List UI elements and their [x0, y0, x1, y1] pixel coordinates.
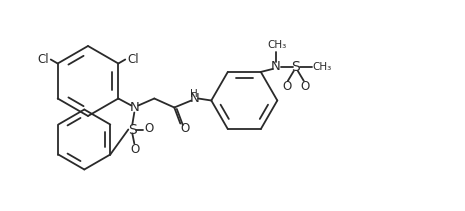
Text: N: N: [189, 92, 199, 105]
Text: O: O: [145, 122, 154, 135]
Text: N: N: [271, 60, 281, 73]
Text: H: H: [191, 88, 198, 99]
Text: S: S: [292, 60, 300, 74]
Text: S: S: [128, 123, 137, 137]
Text: O: O: [300, 80, 309, 93]
Text: CH₃: CH₃: [267, 40, 286, 50]
Text: O: O: [282, 80, 292, 93]
Text: CH₃: CH₃: [312, 62, 332, 72]
Text: N: N: [129, 101, 139, 114]
Text: Cl: Cl: [127, 53, 139, 66]
Text: Cl: Cl: [37, 53, 48, 66]
Text: O: O: [181, 122, 190, 135]
Text: O: O: [131, 143, 140, 156]
